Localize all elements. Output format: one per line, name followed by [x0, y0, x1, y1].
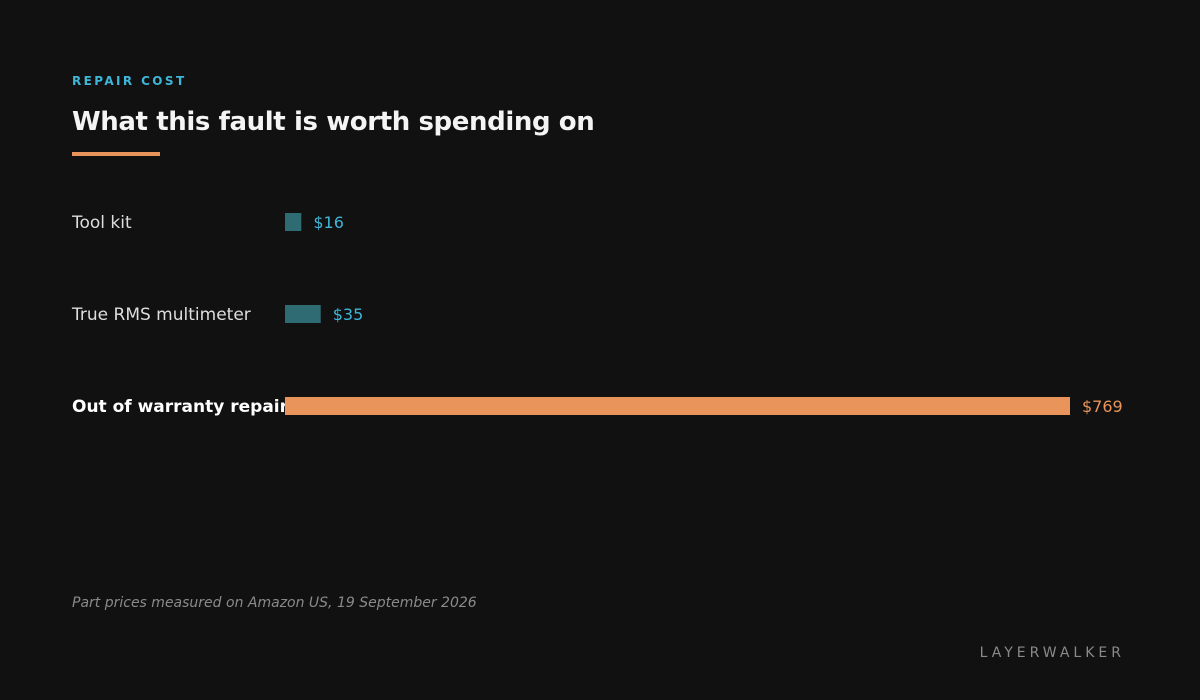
category-label: True RMS multimeter: [71, 305, 251, 325]
bar: [285, 305, 321, 323]
value-label: $769: [1082, 397, 1123, 416]
bar: [285, 397, 1070, 415]
category-label: Tool kit: [71, 213, 132, 233]
source-note: Part prices measured on Amazon US, 19 Se…: [72, 595, 477, 611]
title-underline: [72, 152, 160, 156]
bar: [285, 213, 302, 231]
brand-wordmark: LAYERWALKER: [979, 645, 1125, 661]
value-label: $35: [333, 305, 364, 324]
value-label: $16: [313, 213, 344, 232]
chart-title: What this fault is worth spending on: [72, 107, 595, 137]
chart-kicker: REPAIR COST: [72, 74, 187, 88]
category-label: Out of warranty repair: [72, 397, 289, 417]
